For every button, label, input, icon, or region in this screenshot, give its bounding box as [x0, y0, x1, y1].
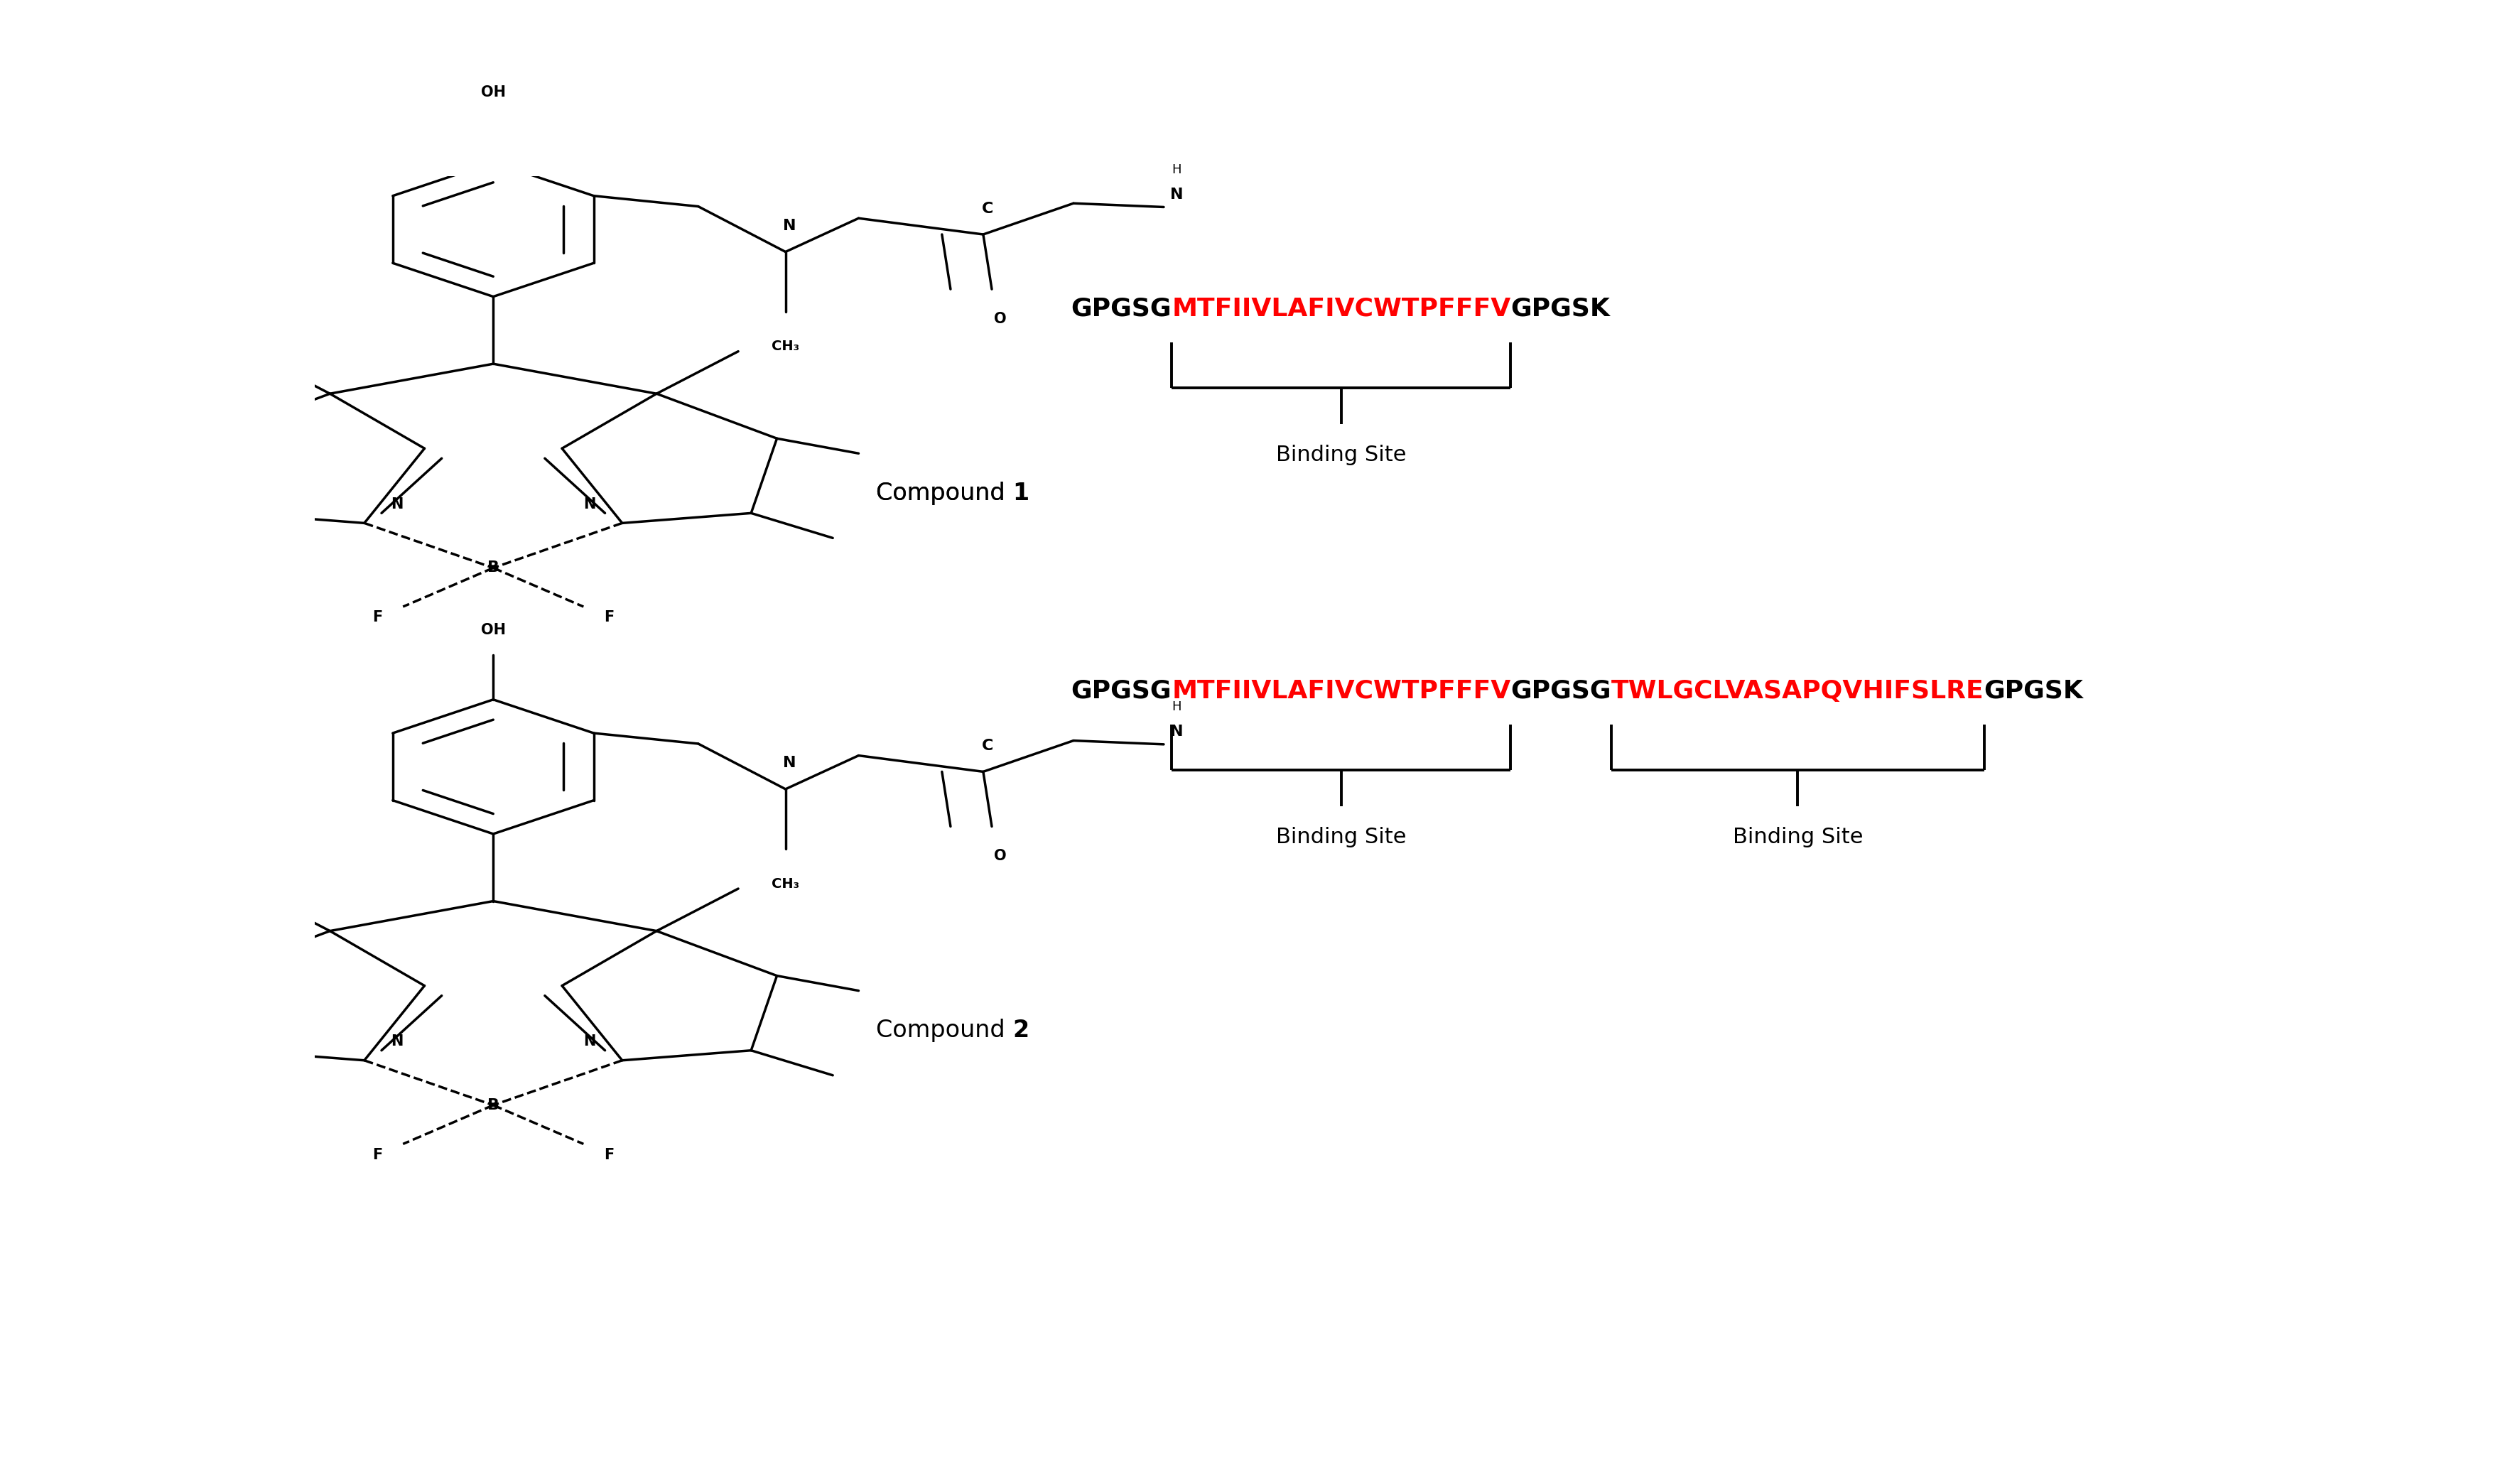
Text: H: H — [1172, 163, 1182, 176]
Text: N: N — [1169, 188, 1182, 201]
Text: N: N — [784, 757, 796, 770]
Text: Compound: Compound — [874, 482, 1013, 505]
Text: GPGSG: GPGSG — [1071, 679, 1172, 704]
Text: N: N — [1169, 724, 1182, 739]
Text: Compound: Compound — [874, 1018, 1013, 1042]
Text: 2: 2 — [1013, 1018, 1028, 1042]
Text: GPGSK: GPGSK — [1983, 679, 2084, 704]
Text: GPGSG: GPGSG — [1509, 679, 1610, 704]
Text: GPGSK: GPGSK — [1509, 297, 1610, 320]
Text: O: O — [993, 311, 1005, 326]
Text: B: B — [486, 1097, 499, 1112]
Text: B: B — [486, 561, 499, 574]
Text: Binding Site: Binding Site — [1275, 444, 1406, 466]
Text: F: F — [605, 1147, 615, 1162]
Text: N: N — [784, 219, 796, 234]
Text: GPGSG: GPGSG — [1071, 297, 1172, 320]
Text: N: N — [391, 497, 403, 511]
Text: F: F — [605, 611, 615, 624]
Text: Binding Site: Binding Site — [1731, 827, 1862, 848]
Text: N: N — [582, 1034, 595, 1049]
Text: F: F — [373, 1147, 383, 1162]
Text: TWLGCLVASAPQVHIFSLRE: TWLGCLVASAPQVHIFSLRE — [1610, 679, 1983, 704]
Text: N: N — [391, 1034, 403, 1049]
Text: Binding Site: Binding Site — [1275, 827, 1406, 848]
Text: F: F — [373, 611, 383, 624]
Text: CH₃: CH₃ — [771, 339, 799, 353]
Text: MTFIIVLAFIVCWTPFFFV: MTFIIVLAFIVCWTPFFFV — [1172, 297, 1509, 320]
Text: H: H — [1172, 701, 1182, 714]
Text: 1: 1 — [1013, 482, 1028, 505]
Text: C: C — [980, 739, 993, 754]
Text: O: O — [993, 849, 1005, 864]
Text: Compound: Compound — [874, 482, 1013, 505]
Text: OH: OH — [481, 85, 507, 100]
Text: N: N — [582, 497, 595, 511]
Text: CH₃: CH₃ — [771, 877, 799, 890]
Text: OH: OH — [481, 623, 507, 638]
Text: MTFIIVLAFIVCWTPFFFV: MTFIIVLAFIVCWTPFFFV — [1172, 679, 1509, 704]
Text: C: C — [980, 201, 993, 216]
